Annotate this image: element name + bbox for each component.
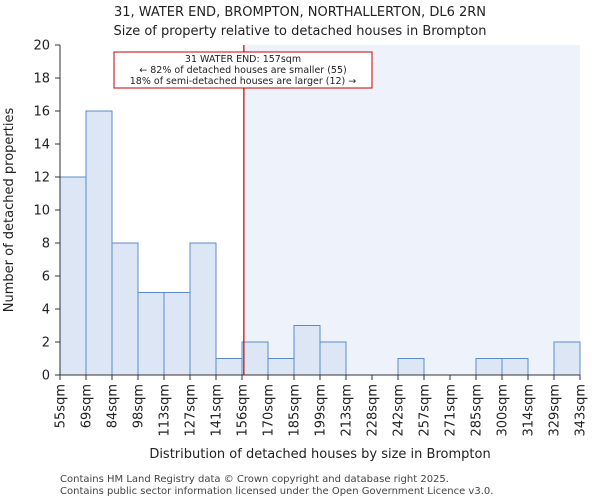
bar-84sqm: [111, 242, 139, 376]
bar-170sqm: [267, 358, 295, 376]
footer-line-1: Contains HM Land Registry data © Crown c…: [60, 474, 449, 485]
x-tick-label: 213sqm: [340, 384, 355, 437]
y-tick-label: 0: [42, 369, 50, 384]
bar-285sqm: [475, 358, 503, 376]
y-tick-label: 14: [33, 138, 50, 153]
x-axis-ticks: 55sqm 69sqm 84sqm 98sqm 113sqm 127sqm 141sqm 15…: [54, 375, 589, 437]
bar-300sqm: [501, 358, 529, 376]
y-tick-label: 20: [33, 39, 50, 54]
bar-329sqm: [553, 341, 581, 376]
x-tick-label: 98sqm: [132, 384, 147, 428]
chart-subtitle: Size of property relative to detached ho…: [114, 24, 487, 39]
highlight-region: [243, 45, 580, 375]
bars-group: [59, 110, 581, 376]
y-tick-label: 10: [33, 204, 50, 219]
x-tick-label: 271sqm: [444, 384, 459, 437]
annotation-line-2: ← 82% of detached houses are smaller (55…: [139, 65, 346, 76]
y-tick-label: 2: [42, 336, 50, 351]
annotation-line-1: 31 WATER END: 157sqm: [185, 54, 301, 65]
x-tick-label: 141sqm: [210, 384, 225, 437]
x-tick-label: 113sqm: [158, 384, 173, 437]
bar-113sqm: [163, 292, 191, 376]
y-tick-label: 18: [33, 72, 50, 87]
bar-199sqm: [319, 341, 347, 376]
y-tick-label: 4: [42, 303, 50, 318]
x-tick-label: 199sqm: [314, 384, 329, 437]
y-axis-label: Number of detached properties: [2, 108, 17, 313]
x-axis-label: Distribution of detached houses by size …: [149, 447, 490, 462]
x-tick-label: 300sqm: [496, 384, 511, 437]
x-tick-label: 242sqm: [392, 384, 407, 437]
x-tick-label: 228sqm: [366, 384, 381, 437]
annotation-box: [113, 51, 373, 89]
bar-141sqm: [215, 358, 243, 376]
x-tick-label: 285sqm: [470, 384, 485, 437]
bar-55sqm: [59, 176, 87, 376]
bar-156sqm: [241, 341, 269, 376]
y-tick-label: 8: [42, 237, 50, 252]
y-axis-ticks: 0 2 4 6 8 10 12 14 16 18 20: [33, 39, 60, 384]
x-tick-label: 55sqm: [54, 384, 69, 428]
x-tick-label: 156sqm: [236, 384, 251, 437]
x-tick-label: 170sqm: [262, 384, 277, 437]
bar-98sqm: [137, 292, 165, 376]
bar-127sqm: [189, 242, 217, 376]
annotation-line-3: 18% of semi-detached houses are larger (…: [130, 76, 357, 87]
chart-title: 31, WATER END, BROMPTON, NORTHALLERTON, …: [114, 5, 486, 20]
bar-69sqm: [85, 110, 113, 376]
x-tick-label: 257sqm: [418, 384, 433, 437]
x-tick-label: 69sqm: [80, 384, 95, 428]
x-tick-label: 314sqm: [522, 384, 537, 437]
x-tick-label: 343sqm: [574, 384, 589, 437]
x-tick-label: 84sqm: [106, 384, 121, 428]
bar-185sqm: [293, 325, 321, 376]
x-tick-label: 127sqm: [184, 384, 199, 437]
x-tick-label: 329sqm: [548, 384, 563, 437]
y-tick-label: 12: [33, 171, 50, 186]
x-tick-label: 185sqm: [288, 384, 303, 437]
y-tick-label: 16: [33, 105, 50, 120]
y-tick-label: 6: [42, 270, 50, 285]
footer-line-2: Contains public sector information licen…: [60, 486, 493, 497]
bar-242sqm: [397, 358, 425, 376]
